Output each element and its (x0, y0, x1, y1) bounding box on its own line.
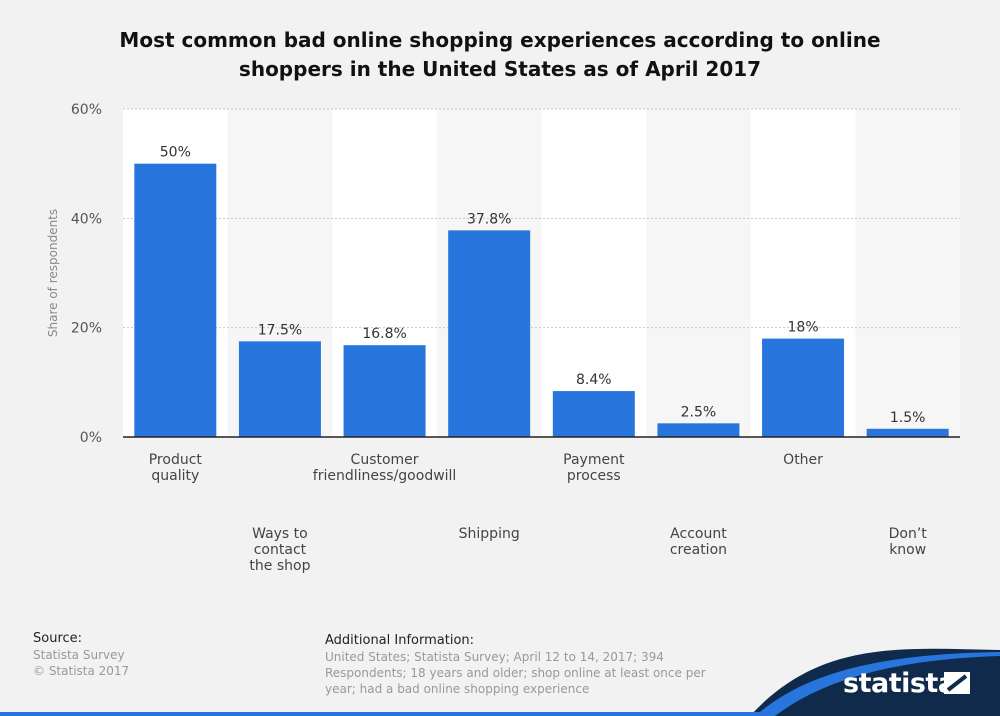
x-category-label: Ways to (252, 526, 308, 542)
source-line-survey: Statista Survey (33, 648, 125, 662)
chart-title-line-2: shoppers in the United States as of Apri… (238, 57, 762, 81)
bar-value-label: 1.5% (890, 410, 926, 426)
chart-title-line-1: Most common bad online shopping experien… (119, 28, 881, 52)
plot-band (855, 109, 960, 437)
x-category-label: friendliness/goodwill (313, 468, 457, 484)
bar-value-label: 18% (788, 320, 819, 336)
bar (657, 423, 740, 437)
x-category-label: Other (783, 452, 823, 468)
x-category-label: Shipping (459, 526, 520, 542)
source-heading: Source: (33, 631, 83, 646)
y-tick-label: 0% (80, 430, 102, 446)
bar (552, 391, 635, 437)
bar (448, 230, 531, 437)
additional-info-text: United States; Statista Survey; April 12… (325, 650, 706, 696)
y-tick-label: 20% (71, 321, 102, 337)
y-axis-label: Share of respondents (46, 209, 60, 337)
x-category-label: Account (670, 526, 727, 542)
statista-logo[interactable]: statista (843, 668, 956, 699)
bar (238, 341, 321, 437)
y-tick-label: 60% (71, 102, 102, 118)
chart-title: Most common bad online shopping experien… (0, 26, 1000, 84)
x-category-label: process (567, 468, 621, 484)
x-category-label: the shop (249, 558, 310, 574)
bar (866, 428, 949, 437)
x-category-label: know (889, 542, 926, 558)
source-line-copyright: © Statista 2017 (33, 664, 130, 678)
bar-value-label: 8.4% (576, 372, 612, 388)
x-category-label: creation (670, 542, 727, 558)
x-category-label: Product (149, 452, 203, 468)
y-tick-label: 40% (71, 211, 102, 227)
bar-chart: 0% 20% 40% 60% Share of respondents 50% Produc… (46, 102, 960, 574)
bar (134, 163, 217, 437)
x-category-label: Customer (351, 452, 419, 468)
bar-value-label: 37.8% (467, 211, 511, 227)
x-category-label: Payment (563, 452, 625, 468)
statista-logo-icon (944, 672, 970, 694)
additional-info-heading: Additional Information: (325, 633, 475, 648)
plot-band (646, 109, 751, 437)
bar (343, 345, 426, 437)
bar (762, 338, 845, 437)
x-category-label: Don’t (889, 526, 928, 542)
x-category-label: contact (254, 542, 307, 558)
source-block: Source: Statista Survey © Statista 2017 (33, 631, 129, 679)
bar-value-label: 50% (160, 145, 191, 161)
bar-value-label: 16.8% (362, 326, 406, 342)
x-category-label: quality (151, 468, 199, 484)
additional-info-block: Additional Information: United States; S… (325, 633, 715, 697)
bar-value-label: 17.5% (258, 322, 302, 338)
bar-value-label: 2.5% (681, 404, 717, 420)
